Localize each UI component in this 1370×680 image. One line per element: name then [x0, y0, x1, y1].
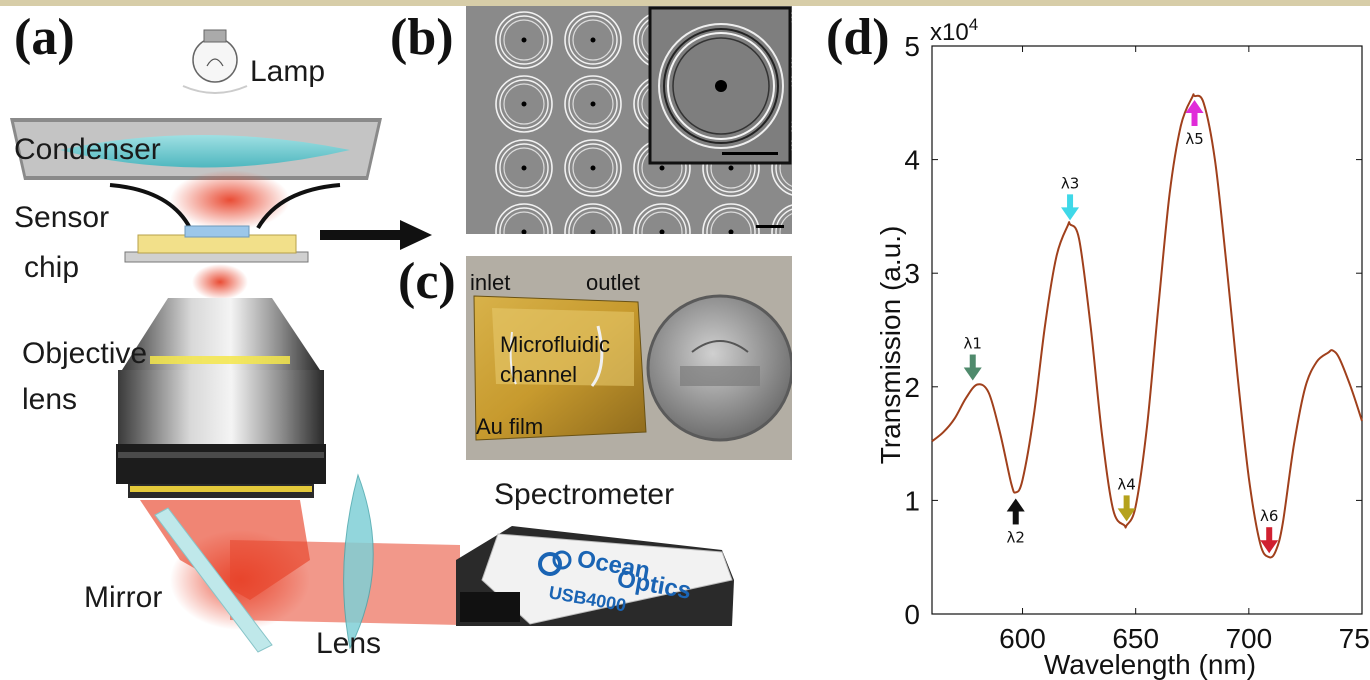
spectrometer-device: Ocean Optics USB4000 [456, 526, 734, 626]
annotation-2: λ2 [1007, 498, 1025, 546]
annotation-arrow-icon [1067, 194, 1074, 209]
sensor-chip [124, 225, 309, 263]
chip-wire-left [109, 183, 192, 229]
annotation-arrow-icon [1123, 495, 1130, 510]
panel-b-label: (b) [390, 9, 454, 66]
plot-area [931, 45, 1363, 615]
ocean-optics-logo-icon [538, 550, 572, 576]
arrow-to-panel-b-icon [320, 220, 432, 250]
lens-label: Lens [316, 627, 382, 660]
x-tick-label: 650 [1112, 623, 1159, 654]
annotation-label: λ2 [1007, 528, 1025, 546]
mirror [154, 507, 273, 653]
annotation-arrow-icon [1266, 527, 1273, 542]
x-axis-label: Wavelength (nm) [1044, 649, 1256, 680]
sem-image [466, 6, 792, 234]
annotation-arrow-icon [1191, 111, 1198, 126]
inset-scale-bar [722, 152, 778, 155]
annotation-arrowhead [1260, 540, 1279, 554]
annotation-1: λ1 [964, 335, 982, 381]
au-film-label: Au film [476, 414, 544, 439]
transmission-curve [931, 93, 1363, 559]
annotation-arrow-icon [969, 354, 976, 369]
y-tick-label: 5 [904, 31, 920, 62]
x-tick-label: 750 [1339, 623, 1370, 654]
panel-d-label: (d) [826, 9, 890, 66]
panel-c-label: (c) [398, 253, 456, 310]
sensor-chip-label-line1: Sensor [14, 201, 110, 234]
light-beam-top [170, 170, 290, 230]
microfluidic-label-line1: Microfluidic [500, 332, 611, 357]
annotation-3: λ3 [1061, 174, 1080, 221]
condenser-label: Condenser [14, 133, 161, 166]
y-axis-label: Transmission (a.u.) [875, 226, 906, 465]
inlet-label: inlet [470, 270, 511, 295]
optical-setup-illustration [10, 29, 460, 653]
annotation-arrowhead [1061, 207, 1080, 221]
sem-inset [648, 6, 792, 165]
annotation-label: λ5 [1185, 130, 1203, 148]
y-tick-label: 1 [904, 485, 920, 516]
y-multiplier-label: x104 [930, 15, 978, 46]
annotation-label: λ3 [1061, 174, 1079, 192]
condenser-lens [10, 118, 382, 180]
lamp-label: Lamp [250, 55, 326, 88]
y-tick-label: 0 [904, 599, 920, 630]
objective-label-line1: Objective [22, 337, 148, 370]
y-tick-label: 2 [904, 372, 920, 403]
annotation-label: λ1 [964, 335, 982, 353]
annotation-label: λ4 [1117, 475, 1135, 493]
light-beam-chip [192, 264, 248, 300]
annotation-6: λ6 [1260, 507, 1279, 554]
annotation-arrowhead [963, 367, 982, 381]
sensor-chip-label-line2: chip [24, 251, 80, 284]
y-tick-label: 4 [904, 145, 920, 176]
device-photo [466, 256, 792, 460]
annotation-5: λ5 [1185, 99, 1204, 148]
annotation-4: λ4 [1117, 475, 1136, 522]
microfluidic-label-line2: channel [500, 362, 578, 387]
x-tick-label: 700 [1225, 623, 1272, 654]
chip-wire-right [256, 183, 341, 230]
top-accent-bar [0, 0, 1370, 6]
panel-a-label: (a) [14, 9, 75, 66]
outlet-label: outlet [586, 270, 640, 295]
annotation-arrowhead [1117, 508, 1136, 522]
objective-lens [116, 298, 326, 498]
lamp-bulb-icon [182, 29, 248, 94]
annotation-arrow-icon [1012, 510, 1019, 525]
transmission-chart: 0 1 2 3 4 5 600 650 700 750 λ1 λ2 λ3 λ4 λ5 λ6 Transmis… [875, 15, 1370, 680]
x-tick-label: 600 [999, 623, 1046, 654]
focusing-lens [343, 473, 374, 650]
annotation-arrowhead [1185, 99, 1204, 113]
scale-bar [756, 225, 784, 228]
objective-label-line2: lens [22, 383, 78, 416]
annotation-label: λ6 [1260, 507, 1278, 525]
mirror-label: Mirror [84, 581, 163, 614]
annotation-arrowhead [1006, 498, 1025, 512]
spectrometer-label: Spectrometer [494, 478, 675, 511]
y-tick-label: 3 [904, 258, 920, 289]
